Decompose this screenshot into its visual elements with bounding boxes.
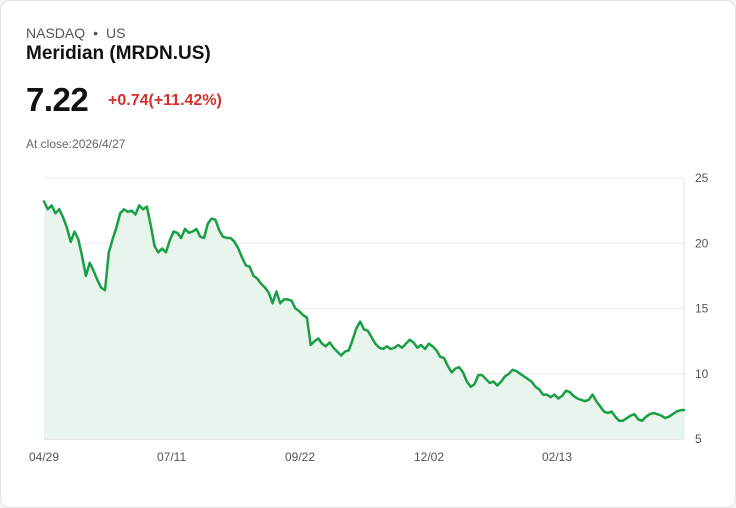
price-line[interactable] [42, 200, 686, 422]
price-area-fill [44, 201, 684, 439]
stock-title: Meridian (MRDN.US) [26, 43, 211, 64]
y-tick-label: 25 [695, 171, 709, 185]
y-tick-label: 15 [695, 302, 709, 316]
y-axis-ticks: 25 20 15 10 5 [695, 171, 709, 446]
x-tick-label: 07/11 [157, 450, 186, 464]
exchange-label: NASDAQ [26, 25, 86, 41]
price-chart[interactable]: 25 20 15 10 5 04/29 07/11 09/22 12/02 02/13 [1, 161, 736, 471]
x-tick-label: 09/22 [285, 450, 315, 464]
close-date: 2026/4/27 [72, 137, 126, 151]
stock-price: 7.22 [26, 81, 89, 118]
y-tick-label: 5 [695, 432, 702, 446]
x-tick-label: 02/13 [542, 450, 572, 464]
market-label: US [106, 25, 126, 41]
separator-dot: • [93, 25, 99, 41]
close-label: At close: [26, 137, 73, 151]
y-tick-label: 20 [695, 236, 709, 250]
close-info: At close:2026/4/27 [26, 137, 125, 151]
price-change: +0.74(+11.42%) [108, 92, 222, 109]
x-tick-label: 04/29 [29, 450, 59, 464]
exchange-line: NASDAQ • US [26, 25, 125, 41]
x-axis-ticks: 04/29 07/11 09/22 12/02 02/13 [29, 450, 572, 464]
y-tick-label: 10 [695, 367, 709, 381]
x-tick-label: 12/02 [414, 450, 444, 464]
